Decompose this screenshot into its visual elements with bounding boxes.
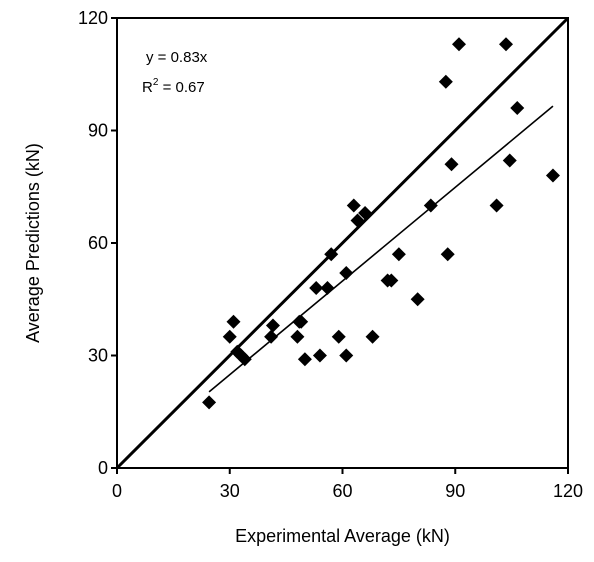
x-tick-label: 0 [112, 481, 122, 501]
y-tick-label: 90 [88, 121, 108, 141]
regression-equation: y = 0.83x [146, 49, 208, 66]
data-point [331, 329, 346, 344]
data-point [202, 395, 217, 410]
reference-line [115, 16, 570, 470]
y-tick-label: 120 [78, 8, 108, 28]
data-point [545, 168, 560, 183]
data-point [510, 101, 525, 115]
tick-marks [111, 17, 569, 474]
y-tick-label: 60 [88, 233, 108, 253]
data-point [410, 292, 425, 307]
y-tick-label: 0 [98, 458, 108, 478]
data-point [489, 198, 504, 213]
data-point [237, 352, 252, 367]
r-squared-prefix: R [142, 79, 153, 96]
data-point [444, 157, 459, 172]
data-point [350, 213, 365, 228]
x-axis-title: Experimental Average (kN) [235, 526, 450, 546]
data-point [339, 266, 354, 280]
x-tick-label: 120 [553, 481, 583, 501]
data-point [498, 37, 513, 52]
data-point [294, 314, 309, 329]
data-point [440, 247, 455, 262]
trend-line [208, 105, 554, 393]
data-point [297, 352, 312, 367]
data-point [324, 247, 339, 262]
data-points [202, 37, 560, 410]
data-point [309, 281, 324, 295]
data-point [365, 329, 380, 344]
data-point [391, 247, 406, 262]
data-point [265, 318, 280, 333]
data-point [290, 329, 305, 344]
r-squared-superscript: 2 [153, 77, 159, 88]
data-point [312, 348, 327, 363]
data-point [452, 37, 467, 52]
data-point [320, 281, 335, 295]
r-squared-label: R2 = 0.67 [142, 77, 205, 96]
data-point [222, 329, 237, 344]
data-point [339, 348, 354, 363]
data-point [502, 153, 517, 168]
x-tick-label: 30 [220, 481, 240, 501]
data-point [423, 198, 438, 213]
y-axis-ticks: 0 30 60 90 120 [78, 8, 108, 478]
x-tick-label: 60 [332, 481, 352, 501]
data-point [438, 74, 453, 89]
r-squared-value: = 0.67 [158, 79, 204, 96]
data-point [346, 198, 361, 213]
x-tick-label: 90 [445, 481, 465, 501]
data-point [226, 314, 241, 329]
y-axis-title: Average Predictions (kN) [23, 143, 43, 343]
y-tick-label: 30 [88, 346, 108, 366]
data-point [358, 206, 373, 220]
data-point [384, 273, 399, 288]
x-axis-ticks: 0 30 60 90 120 [112, 481, 583, 501]
data-point [264, 329, 279, 344]
